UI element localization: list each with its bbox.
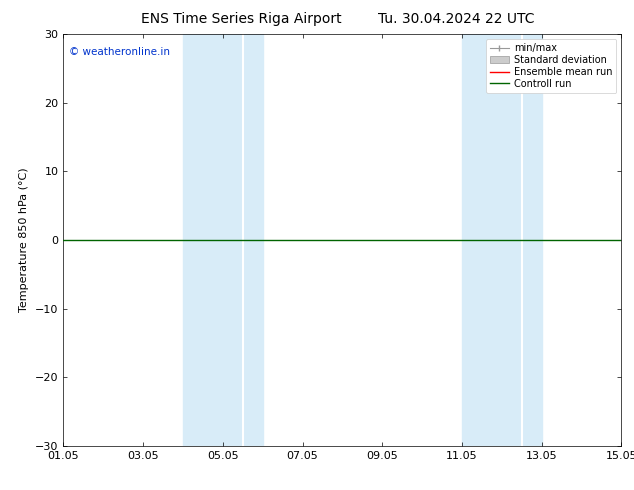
Legend: min/max, Standard deviation, Ensemble mean run, Controll run: min/max, Standard deviation, Ensemble me… <box>486 39 616 93</box>
Text: Tu. 30.04.2024 22 UTC: Tu. 30.04.2024 22 UTC <box>378 12 534 26</box>
Bar <box>462 34 541 446</box>
Text: ENS Time Series Riga Airport: ENS Time Series Riga Airport <box>141 12 341 26</box>
Text: © weatheronline.in: © weatheronline.in <box>69 47 170 57</box>
Y-axis label: Temperature 850 hPa (°C): Temperature 850 hPa (°C) <box>20 168 30 313</box>
Bar <box>183 34 262 446</box>
